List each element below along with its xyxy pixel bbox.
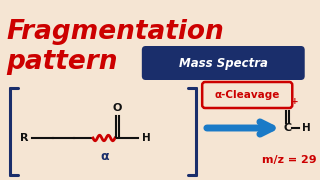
FancyArrowPatch shape (207, 122, 272, 134)
Text: O: O (113, 103, 122, 113)
Text: C: C (284, 123, 292, 133)
Text: H: H (302, 123, 311, 133)
FancyBboxPatch shape (142, 46, 305, 80)
FancyBboxPatch shape (202, 82, 292, 108)
Text: O: O (283, 101, 292, 111)
Text: H: H (142, 133, 151, 143)
Text: pattern: pattern (7, 49, 118, 75)
Text: m/z = 29: m/z = 29 (262, 155, 317, 165)
Text: α-Cleavage: α-Cleavage (214, 90, 280, 100)
Text: Mass Spectra: Mass Spectra (179, 57, 268, 69)
Text: +: + (291, 96, 299, 105)
Text: Fragmentation: Fragmentation (7, 19, 224, 45)
Text: R: R (20, 133, 28, 143)
Text: α: α (100, 150, 109, 163)
